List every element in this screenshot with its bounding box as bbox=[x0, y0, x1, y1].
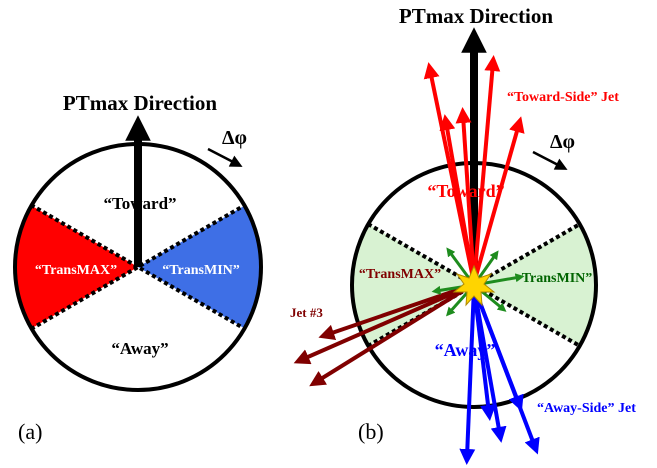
toward-jet-track bbox=[455, 107, 476, 284]
jet3-track bbox=[318, 283, 473, 340]
dphi-label-a: Δφ bbox=[222, 127, 247, 149]
jet3-track bbox=[293, 283, 473, 365]
transmax-region-a bbox=[15, 153, 138, 381]
toward-jet-track bbox=[472, 55, 501, 284]
away-jet-track bbox=[459, 286, 476, 465]
away-label-b: “Away” bbox=[435, 340, 496, 360]
transmin-region-a bbox=[138, 153, 261, 381]
transmin-label-a: “TransMIN” bbox=[162, 263, 240, 278]
panel-b: PTmax Direction Δφ “Toward-Side” Jet “To… bbox=[290, 4, 636, 465]
caption-a: (a) bbox=[18, 419, 42, 444]
dphi-arrow-b bbox=[532, 150, 568, 170]
transmax-region-b bbox=[352, 171, 474, 399]
jet3-label: Jet #3 bbox=[290, 305, 323, 320]
ptmax-label-b: PTmax Direction bbox=[399, 4, 553, 28]
toward-jet-track bbox=[472, 116, 525, 284]
divider-a-2 bbox=[29, 203, 247, 331]
jet3-track bbox=[309, 283, 474, 387]
panel-a: PTmax Direction Δφ “Toward” “TransMAX” “… bbox=[13, 91, 263, 444]
away-side-jet bbox=[459, 286, 540, 465]
transmax-label-a: “TransMAX” bbox=[35, 263, 117, 278]
transmin-label-b: TransMIN” bbox=[522, 271, 593, 286]
toward-side-jet-label: “Toward-Side” Jet bbox=[507, 90, 619, 105]
ptmax-label-a: PTmax Direction bbox=[63, 91, 217, 115]
away-label-a: “Away” bbox=[111, 339, 168, 358]
collision-burst-icon bbox=[452, 264, 496, 307]
transmin-region-b bbox=[474, 171, 596, 399]
toward-jet-track bbox=[439, 114, 476, 284]
divider-a-1 bbox=[29, 203, 247, 331]
toward-label-b: “Toward” bbox=[427, 181, 504, 201]
away-jet-track bbox=[472, 286, 524, 412]
toward-side-jet bbox=[423, 55, 525, 284]
away-side-jet-label: “Away-Side” Jet bbox=[537, 401, 636, 416]
caption-b: (b) bbox=[358, 419, 384, 444]
toward-label-a: “Toward” bbox=[103, 194, 176, 213]
dphi-label-b: Δφ bbox=[550, 131, 575, 153]
transmax-label-b: “TransMAX” bbox=[359, 267, 441, 282]
jet-3 bbox=[293, 283, 474, 387]
dphi-arrow-a bbox=[207, 147, 243, 167]
away-jet-track bbox=[472, 286, 507, 443]
